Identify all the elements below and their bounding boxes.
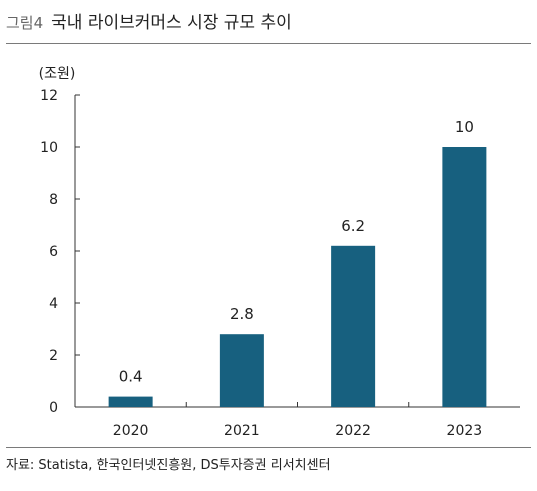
figure-header: 그림4 국내 라이브커머스 시장 규모 추이 xyxy=(6,8,292,38)
x-tick-label: 2021 xyxy=(224,423,260,439)
header-divider xyxy=(6,43,531,44)
data-label-2021: 2.8 xyxy=(230,305,254,323)
bar-2022 xyxy=(331,245,376,407)
data-label-2020: 0.4 xyxy=(119,368,143,386)
y-tick-label: 0 xyxy=(49,400,58,416)
y-tick-label: 12 xyxy=(40,88,58,104)
figure-label: 그림4 xyxy=(6,14,44,32)
y-unit-label: (조원) xyxy=(39,66,76,82)
bar-chart: (조원) 0 2 4 6 8 10 12 0.4 2020 2.8 2021 6.2 2022 10 202… xyxy=(39,66,520,439)
x-tick-label: 2022 xyxy=(335,423,371,439)
y-tick-label: 8 xyxy=(49,192,58,208)
y-tick-label: 2 xyxy=(49,348,58,364)
bar-2021 xyxy=(219,334,264,407)
data-label-2022: 6.2 xyxy=(341,217,365,235)
y-tick-label: 10 xyxy=(40,140,58,156)
y-tick-label: 6 xyxy=(49,244,58,260)
x-tick-label: 2023 xyxy=(447,423,483,439)
footer-divider xyxy=(6,447,531,448)
data-label-2023: 10 xyxy=(455,118,474,136)
source-note: 자료: Statista, 한국인터넷진흥원, DS투자증권 리서치센터 xyxy=(6,458,331,473)
y-tick-label: 4 xyxy=(49,296,58,312)
figure-title: 국내 라이브커머스 시장 규모 추이 xyxy=(51,13,292,33)
bar-2020 xyxy=(108,396,153,407)
x-tick-label: 2020 xyxy=(113,423,149,439)
bar-2023 xyxy=(442,147,487,407)
